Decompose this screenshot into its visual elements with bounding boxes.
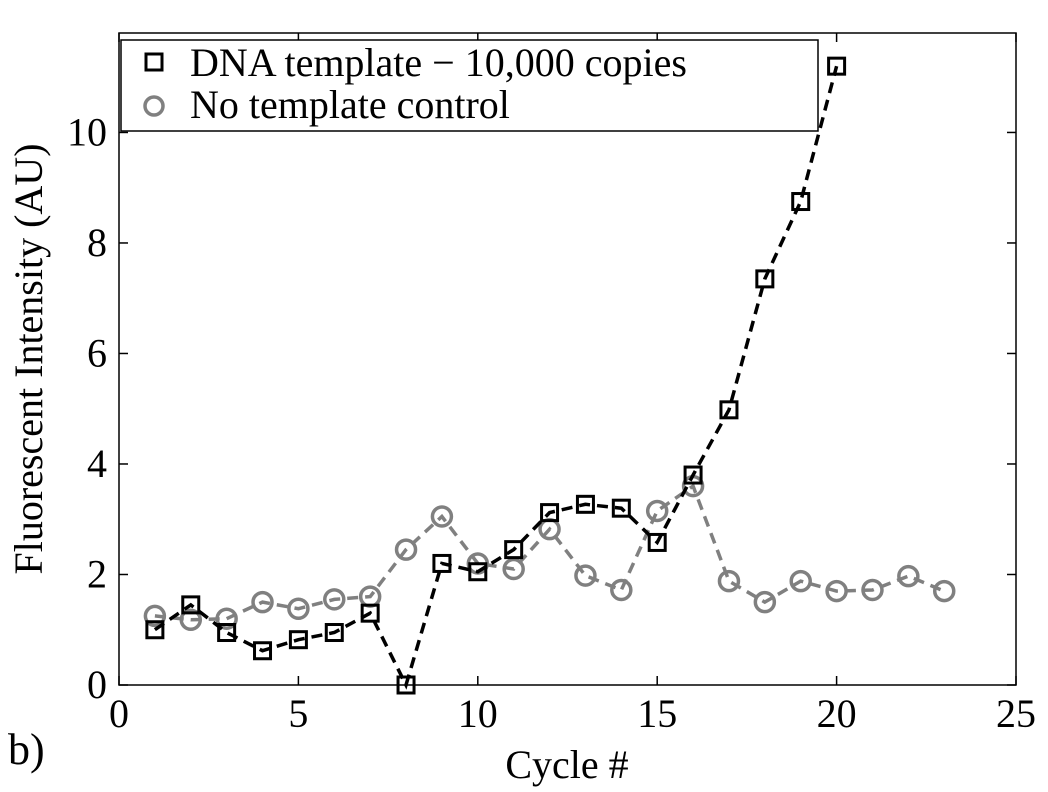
data-point-dna-template — [253, 641, 273, 661]
data-point-dna-template — [324, 623, 344, 643]
y-axis-label: Fluorescent Intensity (AU) — [6, 143, 51, 574]
data-point-dna-template — [611, 498, 631, 518]
data-point-no-template — [287, 597, 310, 620]
data-point-dna-template — [181, 595, 201, 615]
series-dna-template — [145, 56, 847, 695]
data-point-dna-template — [145, 620, 165, 640]
data-point-no-template — [645, 499, 669, 523]
data-point-dna-template — [504, 540, 524, 560]
y-tick-label: 2 — [87, 551, 107, 596]
data-point-no-template — [394, 538, 418, 561]
data-point-no-template — [861, 578, 884, 602]
legend-label-dna-template: DNA template − 10,000 copies — [190, 40, 687, 85]
data-point-no-template — [251, 590, 274, 614]
x-axis-label: Cycle # — [505, 742, 628, 787]
x-tick-label: 20 — [817, 691, 857, 736]
legend-marker-no-template — [143, 95, 165, 117]
y-tick-label: 10 — [67, 109, 107, 154]
data-point-no-template — [753, 590, 777, 614]
data-point-dna-template — [217, 623, 237, 643]
data-point-no-template — [430, 505, 454, 528]
legend: DNA template − 10,000 copies No template… — [120, 39, 819, 132]
data-point-no-template — [143, 604, 167, 628]
data-point-no-template — [897, 564, 920, 588]
data-point-dna-template — [396, 675, 416, 695]
x-tick-label: 0 — [109, 691, 129, 736]
x-axis-ticks: 0 5 10 15 20 25 — [109, 33, 1036, 736]
x-tick-label: 10 — [458, 691, 498, 736]
y-tick-label: 6 — [87, 330, 107, 375]
series-line-dna-template — [153, 65, 839, 690]
series-layer — [143, 56, 956, 695]
data-point-dna-template — [755, 269, 775, 289]
data-point-no-template — [825, 579, 848, 603]
data-point-no-template — [574, 564, 597, 587]
data-point-dna-template — [288, 630, 308, 650]
data-point-dna-template — [719, 400, 739, 420]
y-tick-label: 0 — [87, 662, 107, 707]
y-tick-label: 4 — [87, 441, 107, 486]
data-point-dna-template — [647, 532, 667, 552]
data-point-dna-template — [540, 503, 560, 523]
data-point-no-template — [932, 579, 956, 603]
y-tick-label: 8 — [87, 220, 107, 265]
data-point-dna-template — [791, 192, 811, 212]
x-tick-label: 15 — [637, 691, 677, 736]
x-tick-label: 25 — [996, 691, 1036, 736]
legend-marker-dna-template — [144, 52, 164, 72]
y-axis-ticks: 0 2 4 6 8 10 — [67, 109, 1016, 707]
legend-box — [120, 39, 819, 132]
data-point-dna-template — [432, 553, 452, 573]
data-point-no-template — [179, 608, 203, 632]
x-tick-label: 5 — [288, 691, 308, 736]
data-point-dna-template — [827, 56, 847, 76]
data-point-dna-template — [360, 603, 380, 623]
series-line-no-template — [154, 483, 945, 622]
data-point-dna-template — [468, 562, 488, 582]
data-point-dna-template — [575, 494, 595, 514]
plot-frame — [118, 32, 1017, 686]
series-no-template — [143, 474, 956, 632]
data-point-no-template — [502, 557, 525, 581]
data-point-no-template — [323, 588, 346, 611]
legend-label-no-template: No template control — [190, 82, 510, 127]
data-point-no-template — [789, 569, 812, 593]
panel-label: b) — [8, 725, 45, 774]
data-point-dna-template — [683, 465, 703, 485]
data-point-no-template — [610, 578, 633, 602]
data-point-no-template — [717, 569, 741, 593]
data-point-no-template — [215, 607, 238, 630]
